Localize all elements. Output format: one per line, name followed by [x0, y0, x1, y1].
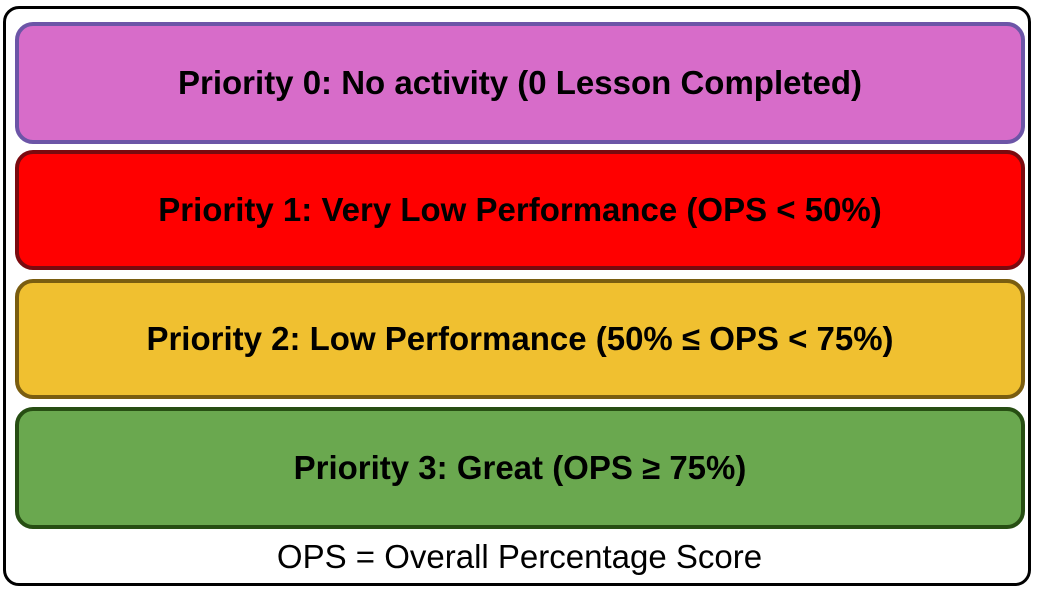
ops-footnote: OPS = Overall Percentage Score	[276, 538, 763, 575]
priority-2-label: Priority 2: Low Performance (50% ≤ OPS <…	[146, 320, 894, 357]
priority-2-band: Priority 2: Low Performance (50% ≤ OPS <…	[15, 279, 1025, 399]
priority-1-label: Priority 1: Very Low Performance (OPS < …	[158, 191, 882, 228]
priority-0-label: Priority 0: No activity (0 Lesson Comple…	[178, 64, 862, 101]
priority-3-band: Priority 3: Great (OPS ≥ 75%)	[15, 407, 1025, 529]
priority-0-band: Priority 0: No activity (0 Lesson Comple…	[15, 22, 1025, 144]
priority-1-band: Priority 1: Very Low Performance (OPS < …	[15, 150, 1025, 270]
priority-3-label: Priority 3: Great (OPS ≥ 75%)	[293, 449, 747, 486]
